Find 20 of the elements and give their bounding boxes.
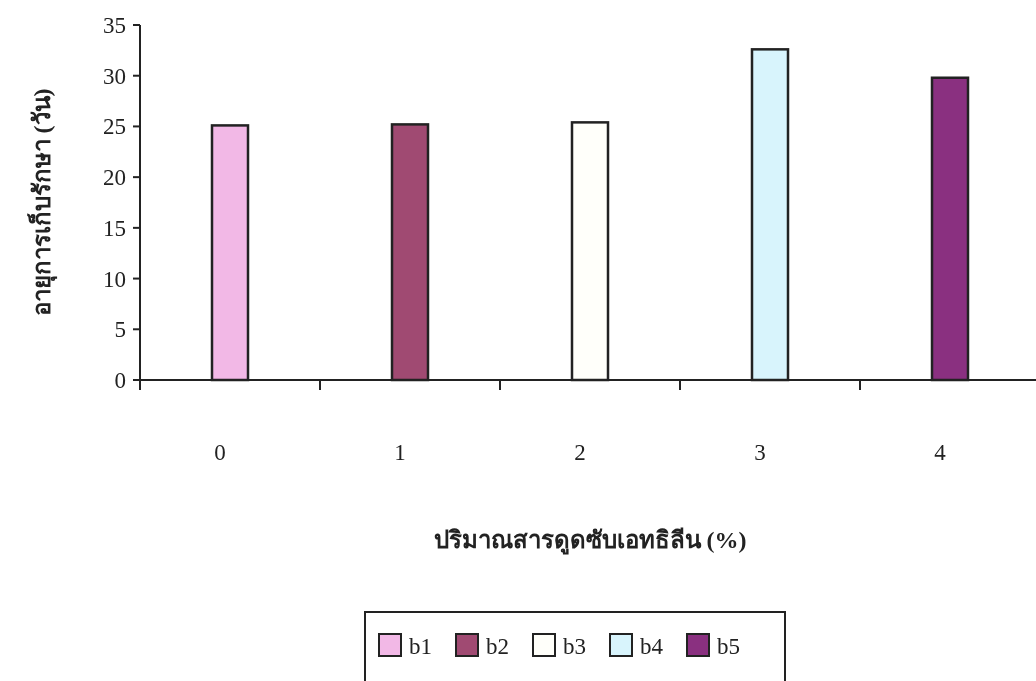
y-tick-label: 25 [103, 114, 126, 140]
legend-label: b1 [409, 634, 432, 659]
y-tick-label: 30 [103, 63, 126, 89]
legend-label: b3 [563, 634, 586, 659]
y-tick-label: 0 [114, 368, 126, 393]
x-axis-title: ปริมาณสารดูดซับเอทธิลีน (%) [433, 527, 747, 555]
x-tick-label: 2 [574, 440, 586, 465]
x-tick-label: 3 [754, 440, 766, 465]
x-tick-label: 1 [394, 440, 406, 465]
legend-label: b5 [717, 634, 740, 659]
x-tick-label: 0 [214, 440, 226, 465]
y-tick-label: 15 [103, 215, 126, 241]
x-tick-label: 4 [934, 440, 947, 465]
y-tick-label: 5 [114, 317, 126, 343]
y-axis-title: อายุการเก็บรักษา (วัน) [27, 88, 58, 317]
legend-label: b2 [486, 634, 509, 659]
y-tick-label: 20 [103, 165, 126, 191]
legend-label: b4 [640, 634, 664, 659]
y-tick-label: 10 [103, 266, 126, 292]
y-tick-label: 35 [103, 13, 126, 38]
